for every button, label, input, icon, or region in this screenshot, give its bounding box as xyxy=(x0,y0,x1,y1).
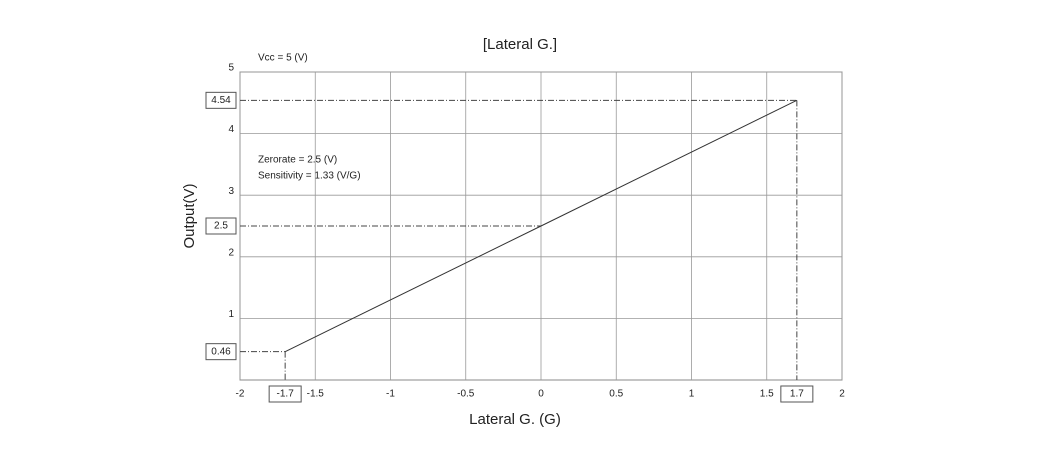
x-tick-label: -0.5 xyxy=(457,389,475,400)
y-tick-label: 3 xyxy=(228,186,234,197)
y-axis-label: Output(V) xyxy=(181,183,198,248)
highlight-y-tick-label: 4.54 xyxy=(211,95,231,106)
x-axis-label: Lateral G. (G) xyxy=(469,411,561,428)
x-tick-label: -2 xyxy=(236,389,245,400)
data-line xyxy=(284,99,798,353)
annotation: Sensitivity = 1.33 (V/G) xyxy=(258,171,361,182)
chart-title: [Lateral G.] xyxy=(483,36,557,53)
highlight-tick-box xyxy=(780,385,814,403)
x-tick-label: 0 xyxy=(538,389,544,400)
x-tick-label: -1.5 xyxy=(307,389,325,400)
highlight-y-tick-label: 0.46 xyxy=(211,346,231,357)
highlight-y-tick-label: 2.5 xyxy=(214,221,228,232)
highlight-x-tick-label: 1.7 xyxy=(790,389,804,400)
x-tick-label: -1 xyxy=(386,389,395,400)
y-tick-label: 2 xyxy=(228,247,234,258)
x-tick-label: 0.5 xyxy=(609,389,623,400)
y-tick-label: 1 xyxy=(228,309,234,320)
highlight-tick-box xyxy=(268,385,302,403)
x-tick-label: 1 xyxy=(689,389,695,400)
highlight-tick-box xyxy=(205,91,237,109)
x-tick-label: 2 xyxy=(839,389,845,400)
x-tick-label: 1.5 xyxy=(760,389,774,400)
y-tick-label: 5 xyxy=(228,63,234,74)
highlight-tick-box xyxy=(205,343,237,361)
highlight-x-tick-label: -1.7 xyxy=(277,389,295,400)
annotation: Zerorate = 2.5 (V) xyxy=(258,155,337,166)
annotation: Vcc = 5 (V) xyxy=(258,53,308,64)
highlight-tick-box xyxy=(205,217,237,235)
y-tick-label: 4 xyxy=(228,124,234,135)
